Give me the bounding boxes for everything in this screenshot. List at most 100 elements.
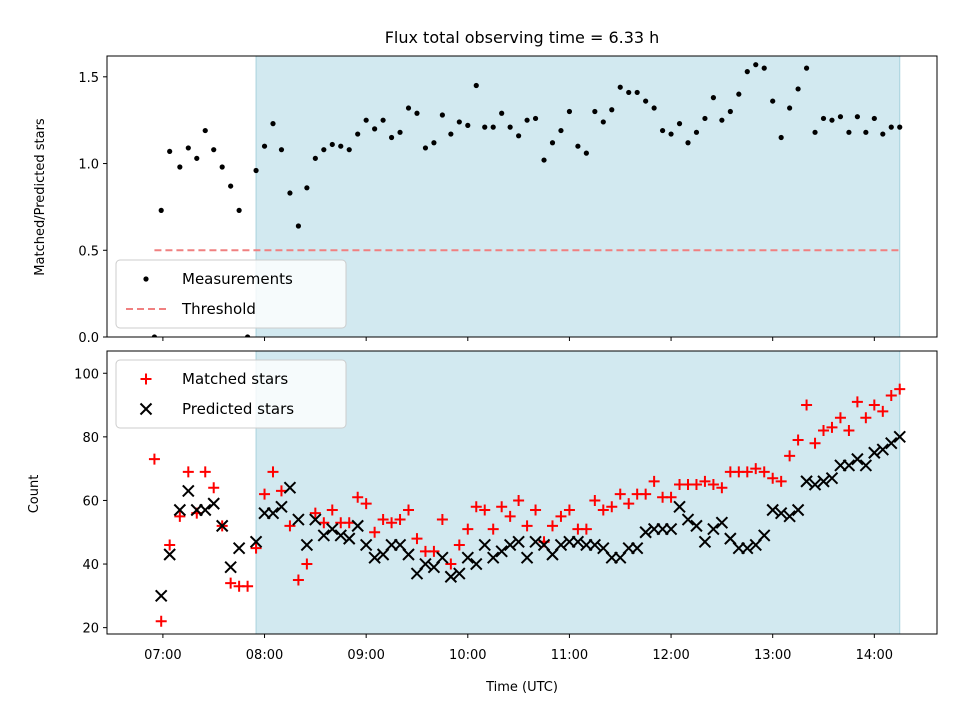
point-x bbox=[351, 519, 364, 533]
point-dot bbox=[651, 105, 657, 111]
point-plus bbox=[309, 507, 321, 519]
point-plus bbox=[860, 412, 872, 424]
point-plus bbox=[826, 421, 838, 433]
point-x bbox=[173, 503, 187, 517]
legend-swatch-dot bbox=[143, 276, 149, 282]
point-x bbox=[343, 532, 356, 545]
point-dot bbox=[338, 143, 344, 149]
point-x bbox=[154, 589, 168, 603]
x-axis-label: Time (UTC) bbox=[485, 680, 558, 695]
point-plus bbox=[155, 615, 167, 627]
y-tick-label: 0.5 bbox=[78, 244, 99, 259]
point-plus bbox=[411, 533, 423, 545]
point-plus bbox=[225, 577, 237, 589]
point-plus bbox=[606, 501, 618, 513]
point-x bbox=[774, 506, 788, 520]
point-plus bbox=[597, 504, 609, 516]
point-x bbox=[885, 437, 898, 450]
point-dot bbox=[846, 129, 852, 135]
point-dot bbox=[659, 127, 666, 134]
legend-label: Measurements bbox=[182, 270, 293, 288]
point-dot bbox=[600, 119, 606, 125]
point-plus bbox=[182, 466, 194, 478]
point-dot bbox=[634, 89, 640, 96]
x-tick-label: 13:00 bbox=[754, 648, 791, 663]
point-x bbox=[825, 471, 839, 485]
point-dot bbox=[397, 129, 403, 135]
point-plus bbox=[284, 520, 296, 532]
point-x bbox=[232, 541, 246, 555]
point-plus bbox=[767, 472, 779, 484]
point-dot bbox=[236, 207, 242, 213]
point-plus bbox=[242, 580, 254, 592]
legend-swatch-plus bbox=[140, 373, 152, 385]
point-x bbox=[453, 567, 466, 580]
plot-area bbox=[148, 383, 906, 627]
point-plus bbox=[707, 479, 719, 491]
point-x bbox=[309, 513, 322, 526]
point-dot bbox=[363, 117, 369, 123]
point-x bbox=[334, 529, 347, 542]
point-x bbox=[215, 519, 229, 533]
observing-window-shade bbox=[255, 350, 901, 635]
point-x bbox=[800, 475, 813, 488]
point-dot bbox=[863, 129, 869, 135]
point-dot bbox=[812, 129, 818, 135]
legend-swatch-x bbox=[139, 402, 153, 416]
point-x bbox=[681, 513, 695, 526]
point-dot bbox=[414, 110, 420, 116]
point-dot bbox=[888, 124, 894, 130]
point-x bbox=[478, 538, 491, 552]
point-dot bbox=[626, 89, 632, 96]
point-dot bbox=[244, 334, 251, 337]
point-x bbox=[673, 500, 686, 514]
point-dot bbox=[880, 131, 886, 137]
point-plus bbox=[445, 558, 457, 570]
point-plus bbox=[513, 494, 525, 506]
point-dot bbox=[312, 155, 318, 161]
point-plus bbox=[259, 488, 271, 500]
point-plus bbox=[665, 491, 677, 503]
x-tick-label: 14:00 bbox=[856, 648, 893, 663]
point-plus bbox=[343, 517, 355, 529]
point-plus bbox=[834, 412, 846, 424]
point-plus bbox=[174, 510, 186, 522]
point-dot bbox=[329, 141, 335, 148]
point-x bbox=[817, 475, 830, 488]
point-dot bbox=[727, 108, 733, 115]
point-dot bbox=[558, 127, 564, 134]
point-dot bbox=[439, 112, 445, 118]
point-x bbox=[275, 500, 288, 514]
point-dot bbox=[261, 143, 268, 149]
point-plus bbox=[199, 466, 211, 478]
point-plus bbox=[792, 434, 804, 446]
bottom-panel-counts: 20 40 60 80 100 07:00 08:00 09:00 10:00 11:00 12:0… bbox=[74, 350, 938, 663]
point-dot bbox=[897, 124, 903, 130]
y-tick-label: 40 bbox=[82, 558, 99, 573]
point-dot bbox=[278, 147, 285, 153]
point-x bbox=[588, 538, 602, 552]
point-x bbox=[182, 484, 195, 498]
point-dot bbox=[372, 126, 378, 132]
point-dot bbox=[719, 117, 725, 123]
bottom-y-axis-label: Count bbox=[27, 475, 42, 514]
point-x bbox=[300, 538, 314, 552]
point-x bbox=[317, 529, 331, 542]
point-dot bbox=[287, 190, 293, 196]
point-plus bbox=[563, 504, 575, 516]
point-x bbox=[495, 545, 508, 558]
point-dot bbox=[837, 114, 844, 120]
y-tick-label: 1.5 bbox=[78, 71, 99, 86]
point-plus bbox=[843, 424, 855, 436]
point-x bbox=[715, 516, 729, 529]
point-dot bbox=[346, 147, 352, 153]
point-dot bbox=[778, 134, 784, 141]
point-dot bbox=[541, 157, 547, 163]
point-x bbox=[512, 535, 525, 548]
point-plus bbox=[164, 539, 176, 551]
point-dot bbox=[202, 127, 208, 134]
point-x bbox=[690, 519, 703, 533]
point-x bbox=[199, 503, 212, 517]
point-dot bbox=[829, 117, 835, 123]
